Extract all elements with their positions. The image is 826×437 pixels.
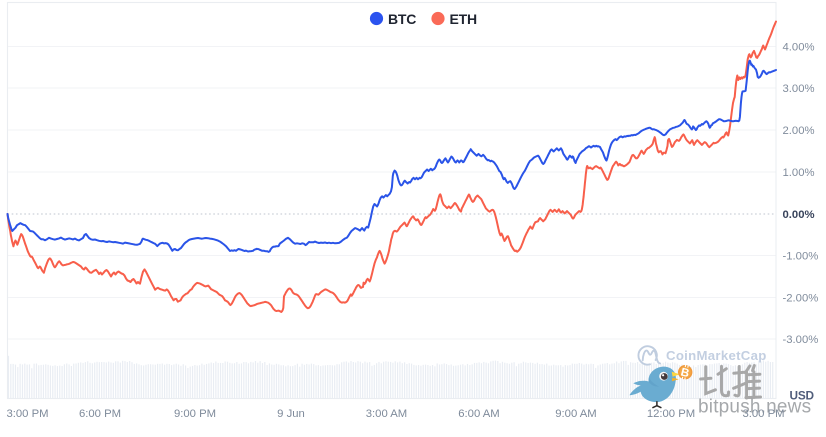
svg-text:3:00 PM: 3:00 PM: [6, 408, 48, 420]
svg-text:USD: USD: [790, 389, 815, 403]
svg-text:12:00 PM: 12:00 PM: [647, 408, 695, 420]
svg-text:9:00 AM: 9:00 AM: [555, 408, 596, 420]
svg-text:4.00%: 4.00%: [783, 42, 815, 54]
svg-text:-3.00%: -3.00%: [783, 334, 819, 346]
svg-text:bitpush.news: bitpush.news: [698, 397, 811, 418]
svg-text:-2.00%: -2.00%: [783, 293, 819, 305]
svg-text:6:00 AM: 6:00 AM: [458, 408, 499, 420]
svg-text:ETH: ETH: [450, 11, 477, 27]
svg-text:3:00 PM: 3:00 PM: [742, 408, 784, 420]
svg-text:6:00 PM: 6:00 PM: [79, 408, 121, 420]
svg-text:CoinMarketCap: CoinMarketCap: [666, 348, 767, 363]
svg-text:1.00%: 1.00%: [783, 167, 815, 179]
svg-text:3.00%: 3.00%: [783, 83, 815, 95]
svg-text:2.00%: 2.00%: [783, 125, 815, 137]
svg-text:-1.00%: -1.00%: [783, 251, 819, 263]
svg-text:9 Jun: 9 Jun: [277, 408, 305, 420]
svg-text:9:00 PM: 9:00 PM: [174, 408, 216, 420]
svg-text:0.00%: 0.00%: [783, 209, 815, 221]
svg-text:BTC: BTC: [388, 11, 416, 27]
svg-text:B: B: [679, 367, 690, 381]
svg-text:3:00 AM: 3:00 AM: [366, 408, 407, 420]
